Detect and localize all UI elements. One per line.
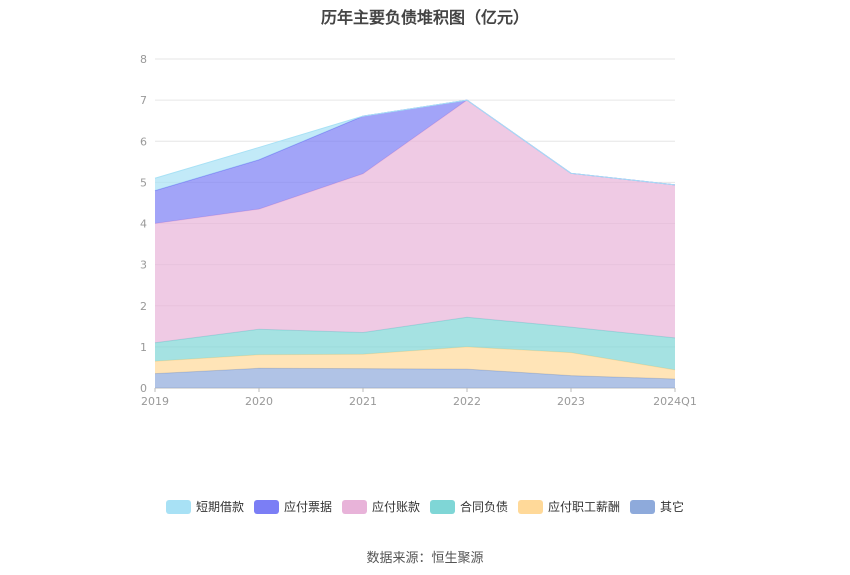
area-series-应付账款 [155,100,675,343]
y-tick-label: 0 [140,382,147,395]
area-series-layer [154,99,676,388]
legend: 短期借款 应付票据 应付账款 合同负债 应付职工薪酬 其它 [0,498,850,515]
y-tick-label: 3 [140,259,147,272]
legend-item[interactable]: 应付账款 [341,498,420,515]
legend-label: 短期借款 [195,500,244,514]
legend-item[interactable]: 应付票据 [253,498,332,515]
area-series-line-短期借款 [154,99,676,186]
y-tick-label: 7 [140,94,147,107]
x-tick-label: 2019 [141,395,169,408]
area-series-line-其它 [154,367,676,380]
legend-item[interactable]: 合同负债 [430,498,508,515]
y-tick-label: 4 [140,218,147,231]
y-tick-label: 1 [140,341,147,354]
x-tick-label: 2021 [349,395,377,408]
legend-item[interactable]: 应付职工薪酬 [518,498,620,515]
legend-label: 应付账款 [371,500,420,514]
legend-label: 其它 [660,500,685,514]
axes: 0 1 2 3 4 5 6 7 8 2019 2020 2021 2022 2023 2024Q1 [140,53,697,408]
y-tick-label: 2 [140,300,147,313]
y-tick-label: 6 [140,135,147,148]
legend-item[interactable]: 其它 [630,498,684,515]
legend-label: 应付职工薪酬 [548,500,621,514]
x-tick-label: 2023 [557,395,585,408]
legend-swatch [341,499,367,514]
y-tick-label: 5 [140,176,147,189]
legend-swatch [253,499,279,514]
area-series-应付票据 [155,100,675,224]
legend-swatch [430,499,455,514]
x-tick-label: 2024Q1 [653,395,697,408]
chart-title: 历年主要负债堆积图（亿元） [320,8,529,27]
legend-swatch [518,499,544,514]
area-series-其它 [155,368,675,388]
legend-item[interactable]: 短期借款 [165,498,244,515]
y-tick-label: 8 [140,53,147,66]
legend-swatch [630,499,656,514]
x-tick-label: 2022 [453,395,481,408]
x-tick-label: 2020 [245,395,273,408]
legend-label: 合同负债 [460,500,509,514]
legend-swatch [165,499,191,514]
data-source-note: 数据来源：恒生聚源 [366,551,484,566]
legend-label: 应付票据 [283,500,332,514]
